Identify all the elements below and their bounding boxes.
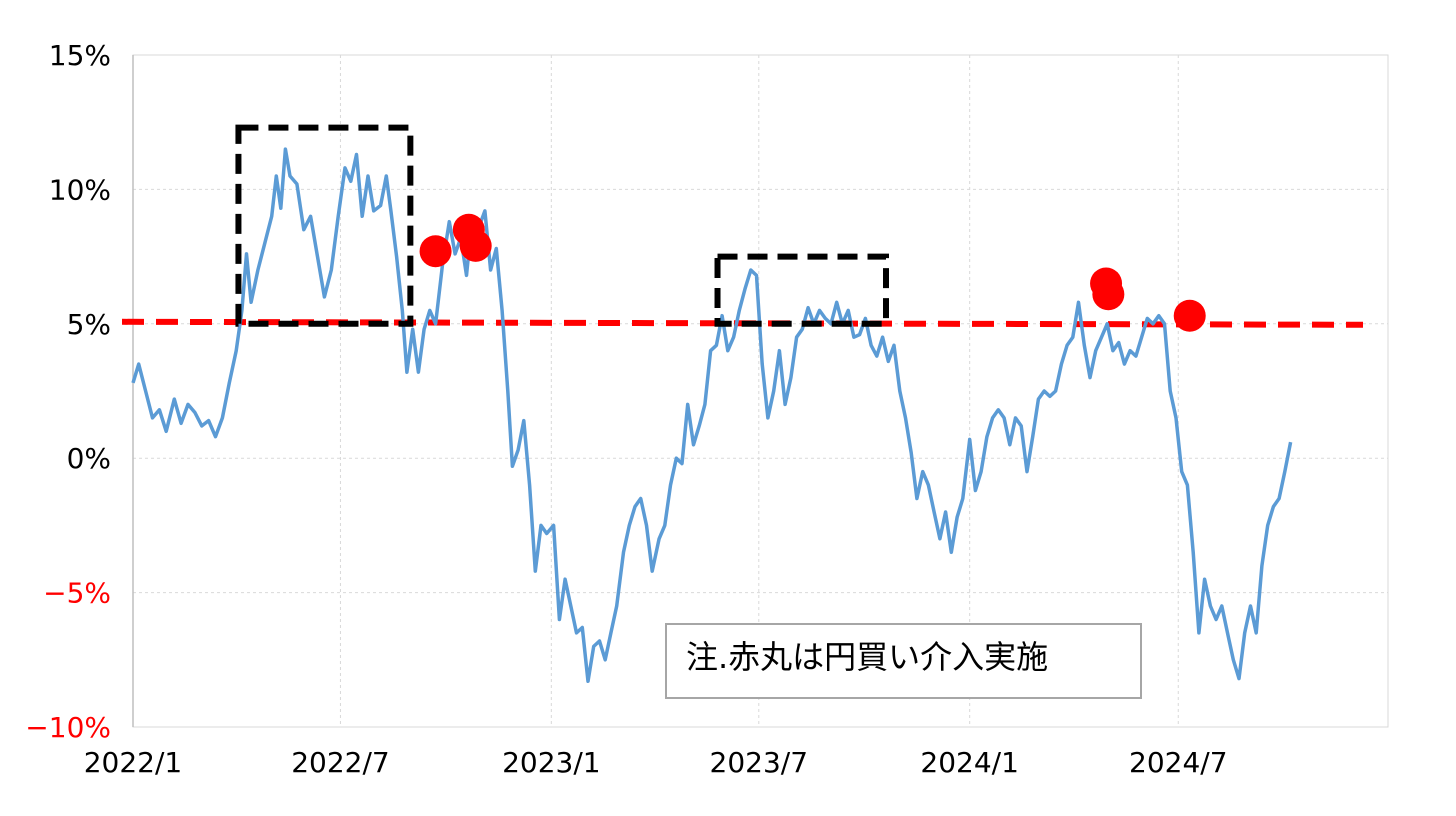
intervention-marker — [459, 229, 492, 262]
annotation-text: 注.赤丸は円買い介入実施 — [686, 638, 1048, 676]
y-tick-label: −5% — [43, 577, 111, 610]
x-tick-label: 2022/1 — [84, 746, 183, 779]
y-tick-label: 0% — [67, 442, 111, 475]
intervention-marker — [1173, 299, 1206, 332]
x-axis: 2022/1 2022/7 2023/1 2023/7 2024/1 2024/7 — [84, 746, 1228, 779]
intervention-marker — [419, 235, 452, 268]
x-tick-label: 2022/7 — [291, 746, 390, 779]
x-tick-label: 2023/1 — [502, 746, 601, 779]
annotation: 注.赤丸は円買い介入実施 — [665, 623, 1142, 699]
highlight-box — [714, 253, 890, 327]
series — [131, 147, 1293, 684]
y-tick-label: 10% — [49, 173, 111, 206]
x-tick-label: 2023/7 — [710, 746, 809, 779]
highlight-boxes — [235, 124, 890, 327]
y-tick-label: 5% — [67, 308, 111, 341]
intervention-marker — [1092, 278, 1125, 311]
y-axis: 15% 10% 5% 0% −5% −10% — [25, 39, 134, 744]
x-tick-label: 2024/1 — [920, 746, 1019, 779]
series-line — [131, 147, 1293, 684]
y-tick-label: −10% — [25, 711, 111, 744]
intervention-markers — [419, 213, 1206, 332]
y-tick-label: 15% — [49, 39, 111, 72]
annotation-box — [665, 623, 1142, 699]
x-tick-label: 2024/7 — [1129, 746, 1228, 779]
highlight-box — [235, 124, 414, 327]
